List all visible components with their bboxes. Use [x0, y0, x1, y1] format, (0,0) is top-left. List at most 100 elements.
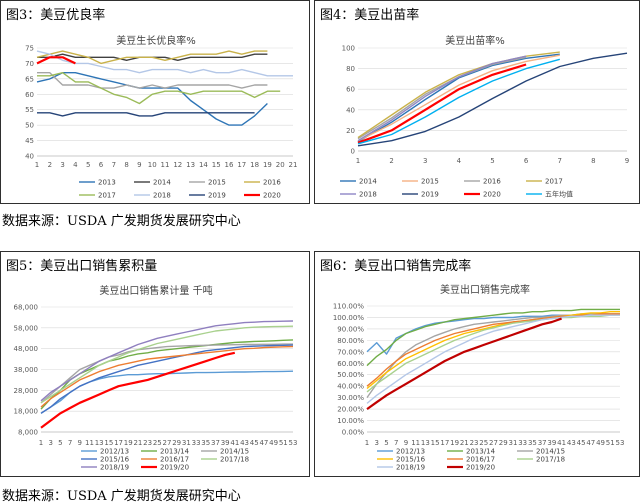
x-tick-label: 53 — [289, 439, 298, 447]
x-tick-label: 51 — [606, 439, 615, 447]
x-tick-label: 1 — [39, 439, 43, 447]
y-tick-label: 50 — [25, 122, 34, 130]
x-tick-label: 5 — [86, 161, 90, 169]
y-tick-label: 100 — [342, 45, 355, 53]
x-tick-label: 5 — [58, 439, 62, 447]
legend-label: 2016/17 — [466, 456, 495, 464]
x-tick-label: 51 — [279, 439, 288, 447]
y-tick-label: 80 — [346, 65, 355, 73]
series-line-2015 — [357, 54, 560, 142]
series-line-2014 — [357, 53, 560, 143]
y-tick-label: 28,000 — [14, 387, 39, 395]
x-tick-label: 35 — [201, 439, 210, 447]
legend-label: 2014 — [359, 178, 377, 186]
x-tick-label: 21 — [460, 439, 469, 447]
x-tick-label: 9 — [625, 157, 629, 165]
legend-label: 2015 — [208, 179, 226, 187]
x-tick-label: 14 — [199, 161, 208, 169]
x-tick-label: 18 — [250, 161, 259, 169]
series-line-2016-17 — [40, 345, 294, 408]
legend-label: 2012/13 — [396, 448, 425, 456]
y-tick-label: 48,000 — [14, 345, 39, 353]
x-tick-label: 33 — [518, 439, 527, 447]
legend-label: 2012/13 — [100, 448, 129, 456]
y-tick-label: 18,000 — [14, 408, 39, 416]
series-line-2016-17 — [366, 313, 620, 387]
legend-label: 五年均值 — [545, 190, 573, 199]
legend-label: 2018 — [359, 191, 377, 199]
x-tick-label: 19 — [124, 439, 133, 447]
legend-label: 2016 — [263, 179, 281, 187]
x-tick-label: 19 — [263, 161, 272, 169]
series-line-2015-16 — [366, 311, 620, 390]
series-line-2018-19 — [366, 314, 620, 404]
chart-title: 美豆出苗率% — [445, 34, 505, 47]
series-line-2012-13 — [40, 370, 294, 414]
x-tick-label: 5 — [384, 439, 388, 447]
y-tick-label: 60 — [25, 91, 34, 99]
y-tick-label: 60.00% — [337, 360, 364, 368]
y-tick-label: 110.00% — [333, 303, 364, 311]
y-tick-label: 20 — [346, 127, 355, 135]
y-tick-label: 10.00% — [337, 417, 364, 425]
legend-label: 2013/14 — [466, 448, 496, 456]
panel-title: 图6：美豆出口销售完成率 — [320, 259, 472, 274]
x-tick-label: 11 — [411, 439, 420, 447]
x-tick-label: 15 — [212, 161, 221, 169]
x-tick-label: 25 — [153, 439, 162, 447]
x-tick-label: 37 — [211, 439, 220, 447]
x-tick-label: 33 — [192, 439, 201, 447]
x-tick-label: 41 — [557, 439, 566, 447]
series-line-2020 — [357, 63, 527, 144]
series-line-2018 — [36, 50, 293, 77]
chart-export-sales-cumulative: 美豆出口销售累计量 千吨 8,000 18,000 28,000 38,000 48,00… — [14, 284, 298, 472]
legend-label: 2016/17 — [160, 456, 189, 464]
x-tick-label: 3 — [48, 439, 52, 447]
x-tick-label: 31 — [182, 439, 191, 447]
legend-label: 2020 — [263, 192, 281, 200]
legend-label: 2014/15 — [536, 448, 565, 456]
data-source-note: 数据来源：USDA 广发期货发展研究中心 — [2, 214, 241, 229]
x-tick-label: 9 — [78, 439, 82, 447]
y-tick-label: 70.00% — [337, 348, 364, 356]
x-tick-label: 37 — [538, 439, 547, 447]
y-tick-label: 90.00% — [337, 325, 364, 333]
x-tick-label: 39 — [221, 439, 230, 447]
y-tick-label: 20.00% — [337, 406, 364, 414]
panel-title: 图5：美豆出口销售累积量 — [6, 259, 158, 274]
series-line-2019 — [357, 52, 628, 147]
chart-title: 美豆出口销售累计量 千吨 — [99, 284, 212, 297]
y-tick-label: 45 — [25, 137, 34, 145]
x-tick-label: 4 — [457, 157, 462, 165]
y-tick-label: 0.00% — [342, 429, 365, 437]
y-tick-label: 55 — [25, 106, 34, 114]
x-tick-label: 49 — [596, 439, 605, 447]
y-tick-label: 60 — [346, 86, 355, 94]
series-line-2018-19 — [40, 320, 294, 402]
panel-title: 图3：美豆优良率 — [6, 8, 106, 23]
x-tick-label: 49 — [269, 439, 278, 447]
x-tick-label: 17 — [114, 439, 123, 447]
x-tick-label: 29 — [172, 439, 181, 447]
x-tick-label: 10 — [148, 161, 157, 169]
x-tick-label: 25 — [479, 439, 488, 447]
x-tick-label: 5 — [490, 157, 494, 165]
panel-good-excellent-rate: 图3：美豆优良率 美豆生长优良率% 40 45 50 55 60 65 70 75 1 2 3 4 5 6 7… — [0, 0, 310, 204]
x-tick-label: 43 — [240, 439, 249, 447]
series-line-2016 — [36, 50, 268, 65]
chart-title: 美豆生长优良率% — [116, 34, 196, 47]
x-tick-label: 31 — [509, 439, 518, 447]
legend-label: 2019/20 — [466, 464, 495, 472]
panel-emergence-rate: 图4：美豆出苗率 美豆出苗率% 0 20 40 60 80 100 1 2 3 4 5 6 7 8 9 2014… — [314, 0, 640, 204]
x-tick-label: 47 — [586, 439, 595, 447]
legend-label: 2015 — [421, 178, 439, 186]
y-tick-label: 50.00% — [337, 371, 364, 379]
x-tick-label: 12 — [173, 161, 182, 169]
x-tick-label: 43 — [567, 439, 576, 447]
legend-label: 2015/16 — [396, 456, 426, 464]
series-line----- — [357, 58, 560, 145]
legend-label: 2016 — [483, 178, 501, 186]
panel-title: 图4：美豆出苗率 — [320, 8, 420, 23]
x-tick-label: 11 — [85, 439, 94, 447]
